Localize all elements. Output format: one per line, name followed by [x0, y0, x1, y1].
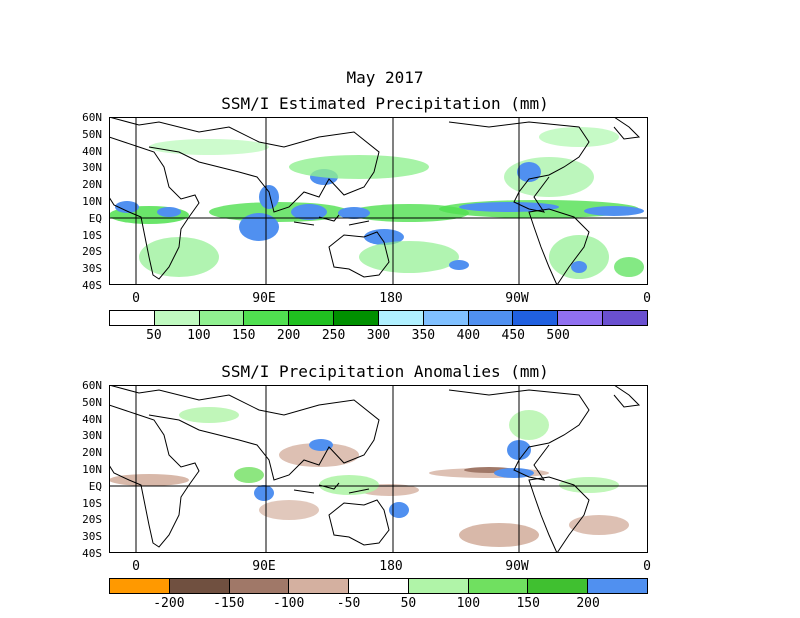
lon-label: 0 — [643, 559, 651, 574]
colorbar-label: -50 — [336, 596, 361, 611]
lon-label: 0 — [132, 291, 140, 306]
colorbar-swatch — [528, 579, 589, 593]
lon-label: 0 — [132, 559, 140, 574]
colorbar-label: -150 — [213, 596, 245, 611]
colorbar-label: 200 — [276, 328, 301, 343]
lat-label: EQ — [88, 479, 102, 493]
colorbar-swatch — [289, 579, 350, 593]
colorbar-swatch — [468, 311, 514, 325]
colorbar-swatch — [110, 579, 170, 593]
lat-label: 10S — [82, 228, 102, 242]
colorbar-label: 150 — [232, 328, 256, 343]
lon-label: 90W — [505, 291, 529, 306]
colorbar-swatch — [199, 311, 245, 325]
lat-label: EQ — [88, 211, 102, 225]
panel2-title: SSM/I Precipitation Anomalies (mm) — [221, 362, 549, 381]
colorbar-label: 100 — [187, 328, 211, 343]
colorbar-swatch — [349, 579, 409, 593]
colorbar-swatch — [408, 579, 469, 593]
panel2-colorbar — [109, 578, 648, 594]
anomaly-map — [109, 385, 648, 553]
colorbar-swatch — [334, 311, 379, 325]
colorbar-swatch — [378, 311, 424, 325]
lat-label: 40N — [82, 412, 102, 426]
colorbar-swatch — [588, 579, 648, 593]
colorbar-label: 250 — [321, 328, 346, 343]
lat-label: 50N — [82, 395, 102, 409]
lat-label: 20S — [82, 245, 102, 259]
main-title: May 2017 — [346, 68, 424, 87]
colorbar-label: 400 — [456, 328, 481, 343]
lat-label: 40S — [82, 547, 102, 560]
lat-label: 30N — [82, 161, 102, 175]
colorbar-label: 350 — [411, 328, 436, 343]
colorbar-swatch — [289, 311, 335, 325]
colorbar-label: 100 — [456, 596, 481, 611]
lat-label: 10N — [82, 195, 102, 208]
lat-label: 10N — [82, 463, 102, 476]
colorbar-swatch — [603, 311, 647, 325]
colorbar-swatch — [468, 579, 529, 593]
lon-label: 90E — [252, 559, 276, 574]
colorbar-label: 300 — [366, 328, 391, 343]
lat-label: 20S — [82, 513, 102, 527]
lat-label: 30S — [82, 530, 102, 544]
colorbar-swatch — [423, 311, 469, 325]
colorbar-label: 150 — [516, 596, 540, 611]
lat-label: 40N — [82, 144, 102, 158]
lat-label: 20N — [82, 178, 102, 192]
lat-label: 30S — [82, 262, 102, 276]
lat-label: 20N — [82, 446, 102, 460]
panel1-title: SSM/I Estimated Precipitation (mm) — [221, 94, 549, 113]
colorbar-label: 500 — [546, 328, 570, 343]
colorbar-label: 200 — [576, 596, 600, 611]
colorbar-label: 50 — [400, 596, 417, 611]
lon-label: 90W — [505, 559, 529, 574]
lat-label: 10S — [82, 496, 102, 510]
lat-label: 60N — [82, 379, 102, 392]
colorbar-swatch — [229, 579, 290, 593]
colorbar-label: 50 — [146, 328, 162, 343]
lat-label: 50N — [82, 127, 102, 141]
lat-label: 60N — [82, 111, 102, 124]
panel1-colorbar — [109, 310, 648, 326]
colorbar-swatch — [169, 579, 230, 593]
colorbar-swatch — [513, 311, 559, 325]
colorbar-swatch — [244, 311, 290, 325]
colorbar-swatch — [558, 311, 604, 325]
colorbar-swatch — [110, 311, 155, 325]
lat-label: 30N — [82, 429, 102, 443]
lon-label: 180 — [379, 291, 403, 306]
precipitation-map — [109, 117, 648, 285]
colorbar-label: -200 — [153, 596, 185, 611]
colorbar-label: -100 — [273, 596, 305, 611]
lon-label: 90E — [252, 291, 276, 306]
lon-label: 180 — [379, 559, 403, 574]
colorbar-swatch — [154, 311, 200, 325]
colorbar-label: 450 — [501, 328, 525, 343]
lat-label: 40S — [82, 279, 102, 292]
lon-label: 0 — [643, 291, 651, 306]
